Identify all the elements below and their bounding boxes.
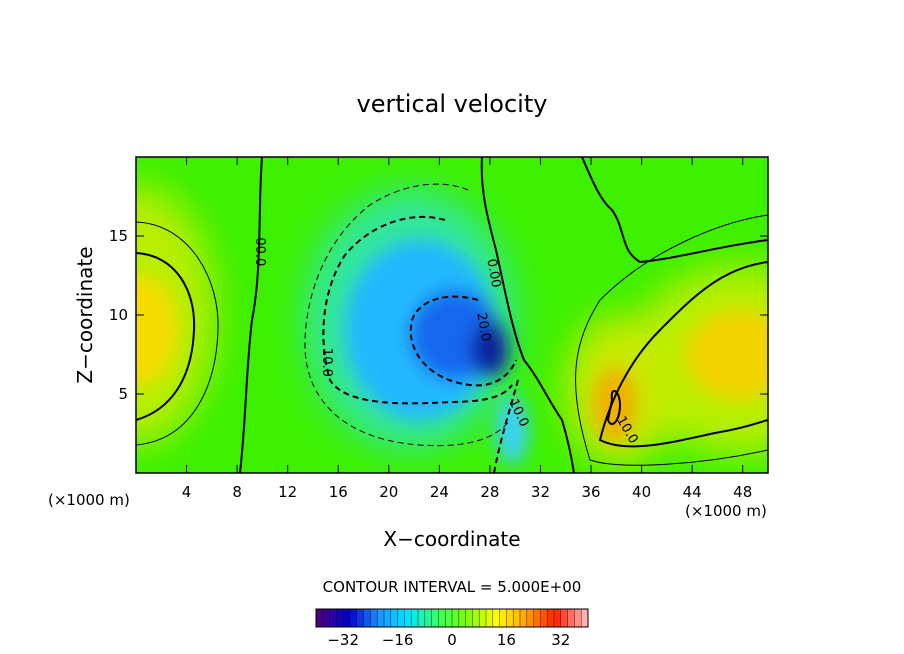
colorbar-cell [506,609,514,627]
field-downdraft-core [472,322,508,378]
contour-neg-20 [409,295,517,387]
x-unit-right: (×1000 m) [685,502,767,520]
colorbar-cell [472,609,480,627]
chart-title: vertical velocity [357,90,548,118]
contour-right-max [598,261,768,448]
colorbar-cell [322,609,331,627]
x-tick-label: 4 [182,483,192,501]
colorbar-cell [370,609,378,627]
colorbar-tick-label: 0 [447,631,457,649]
colorbar-cell [316,609,324,627]
colorbar-cell [452,609,460,627]
colorbar-cell [397,609,405,627]
colorbar-frame [315,608,589,628]
colorbar-cell [520,609,528,627]
contour-bottom-max [606,390,622,425]
colorbar-cell [445,609,453,627]
colorbar-cell [465,609,473,627]
colorbar: −32 −16 0 16 32 [315,608,589,649]
colorbar-cell [513,609,521,627]
colorbar-cell [343,609,351,627]
colorbar-tick-label: 16 [497,631,516,649]
colorbar-tick-label: −32 [327,631,359,649]
x-tick-label: 48 [733,483,752,501]
contour-zero-center [480,157,575,473]
colorbar-cell [377,609,385,627]
colorbar-cell [526,609,535,627]
x-tick-label: 16 [329,483,348,501]
colorbar-cell [438,609,446,627]
colorbar-cell [581,609,589,627]
colorbar-cell [554,609,562,627]
contour-label: 10.0 [319,348,334,377]
colorbar-cell [384,609,392,627]
contour-zero-right [581,157,768,264]
x-tick-label: 32 [531,483,550,501]
x-axis-ticks: 4 8 12 16 20 24 28 32 36 40 44 48 [182,157,752,501]
colorbar-cell [329,609,337,627]
field-left-max-core [136,275,178,385]
contour-left-max [136,252,196,421]
colorbar-cell [540,609,548,627]
field-right-max-core [685,310,768,400]
contour-label: 20.0 [473,311,493,342]
x-tick-label: 44 [683,483,702,501]
x-tick-label: 40 [632,483,651,501]
x-axis-label: X−coordinate [383,527,520,551]
colorbar-cell [547,609,555,627]
colorbar-cell [418,609,426,627]
y-tick-label: 5 [118,385,128,403]
y-axis-label: Z−coordinate [73,246,97,383]
colorbar-cell [431,609,439,627]
colorbar-cell [356,609,365,627]
field-lower-jet [496,395,528,465]
contour-label: 0.00 [483,258,503,289]
colorbar-cell [567,609,575,627]
colorbar-tick-label: 32 [551,631,570,649]
contour-neg-10 [322,215,513,405]
colorbar-cell [492,609,501,627]
contour-neg-outer [304,183,511,447]
y-tick-label: 15 [109,227,128,245]
colorbar-cell [336,609,344,627]
x-tick-label: 12 [278,483,297,501]
colorbar-cell [574,609,582,627]
y-tick-label: 10 [109,306,128,324]
contour-label: 00.0 [252,237,267,266]
contour-interval-label: CONTOUR INTERVAL = 5.000E+00 [323,578,582,596]
x-tick-label: 28 [480,483,499,501]
colorbar-cell [486,609,494,627]
x-tick-label: 36 [581,483,600,501]
colorbar-cell [390,609,399,627]
x-tick-label: 8 [232,483,242,501]
colorbar-cell [560,609,569,627]
colorbar-cell [458,609,467,627]
colorbar-cell [424,609,433,627]
contour-right-outer [575,214,768,466]
contour-left-outer [136,221,219,446]
colorbar-cell [350,609,358,627]
x-tick-label: 20 [379,483,398,501]
plot-area [136,157,768,473]
colorbar-cell [363,609,371,627]
x-unit-left: (×1000 m) [48,491,130,509]
contour-zero-left [239,157,263,473]
x-tick-label: 24 [430,483,449,501]
colorbar-cell [499,609,507,627]
colorbar-tick-label: −16 [382,631,414,649]
colorbar-cell [533,609,541,627]
y-axis-ticks: 5 10 15 [109,227,768,403]
colorbar-cell [411,609,419,627]
colorbar-cell [404,609,412,627]
colorbar-cell [479,609,487,627]
